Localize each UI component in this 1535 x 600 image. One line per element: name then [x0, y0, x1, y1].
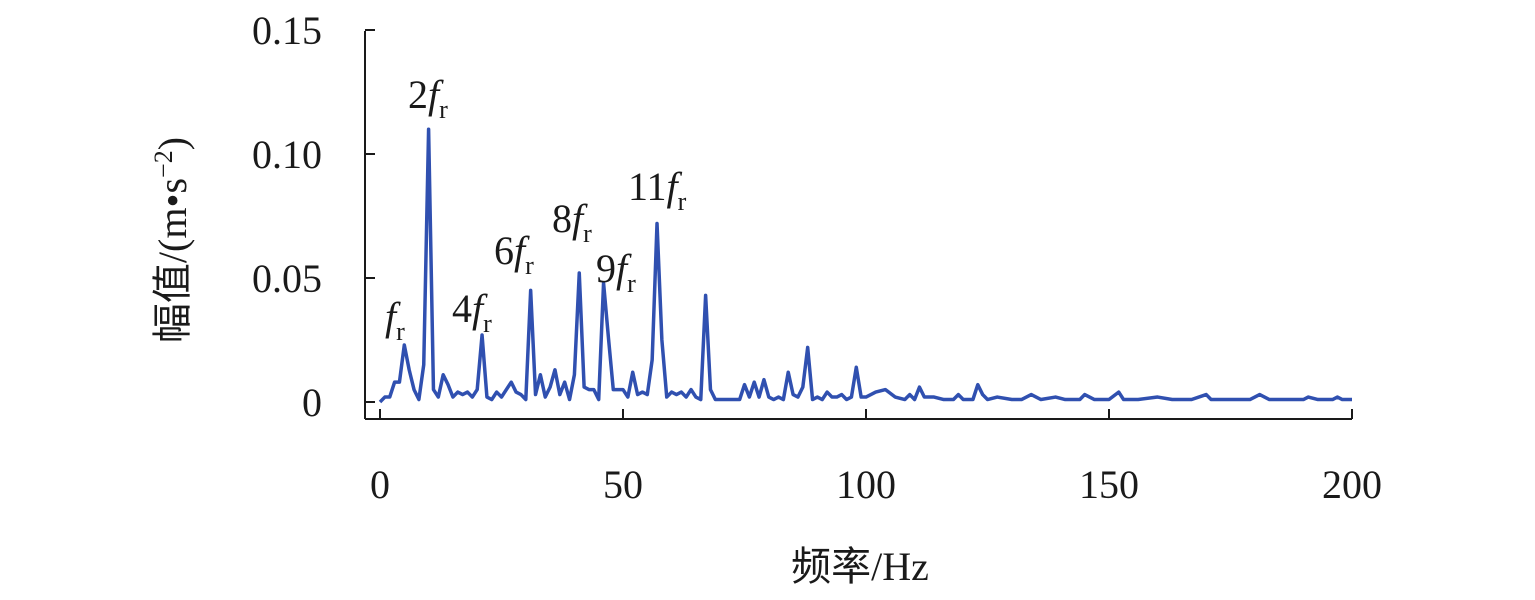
x-tick-label: 0 [370, 462, 390, 507]
annotation: 6fr [494, 228, 534, 280]
annotation-sub: r [583, 219, 592, 248]
annotation-prefix: 4 [452, 286, 472, 331]
annotation-sub: r [525, 251, 534, 280]
y-tick-label: 0.10 [252, 132, 322, 177]
annotation-prefix: 2 [408, 72, 428, 117]
x-tick-label: 150 [1079, 462, 1139, 507]
annotation-sub: r [483, 309, 492, 338]
annotation-sub: r [439, 95, 448, 124]
annotation: 8fr [552, 196, 592, 248]
y-label-sup: −2 [149, 150, 178, 178]
x-axis-label: 频率/Hz [791, 544, 929, 589]
y-axis-label: 幅值/(m•s−2) [149, 137, 195, 343]
y-tick-label: 0.05 [252, 256, 322, 301]
y-tick-label: 0 [302, 380, 322, 425]
annotation-prefix: 6 [494, 228, 514, 273]
annotation-prefix: 9 [596, 246, 616, 291]
x-tick-label: 200 [1322, 462, 1382, 507]
annotation: 11fr [628, 164, 687, 216]
data-line [378, 127, 1352, 404]
annotation-prefix: 8 [552, 196, 572, 241]
annotation: 4fr [452, 286, 492, 338]
annotation-sub: r [627, 269, 636, 298]
annotation-sub: r [678, 187, 687, 216]
x-tick-label: 100 [836, 462, 896, 507]
x-tick-label: 50 [603, 462, 643, 507]
y-tick-label: 0.15 [252, 8, 322, 53]
annotation-prefix: 11 [628, 164, 667, 209]
annotation: 9fr [596, 246, 636, 298]
annotation-sub: r [396, 317, 405, 346]
annotation: 2fr [408, 72, 448, 124]
annotation: fr [385, 294, 405, 346]
y-label-text: 幅值/(m•s [150, 178, 195, 343]
y-label-close: ) [150, 137, 195, 150]
